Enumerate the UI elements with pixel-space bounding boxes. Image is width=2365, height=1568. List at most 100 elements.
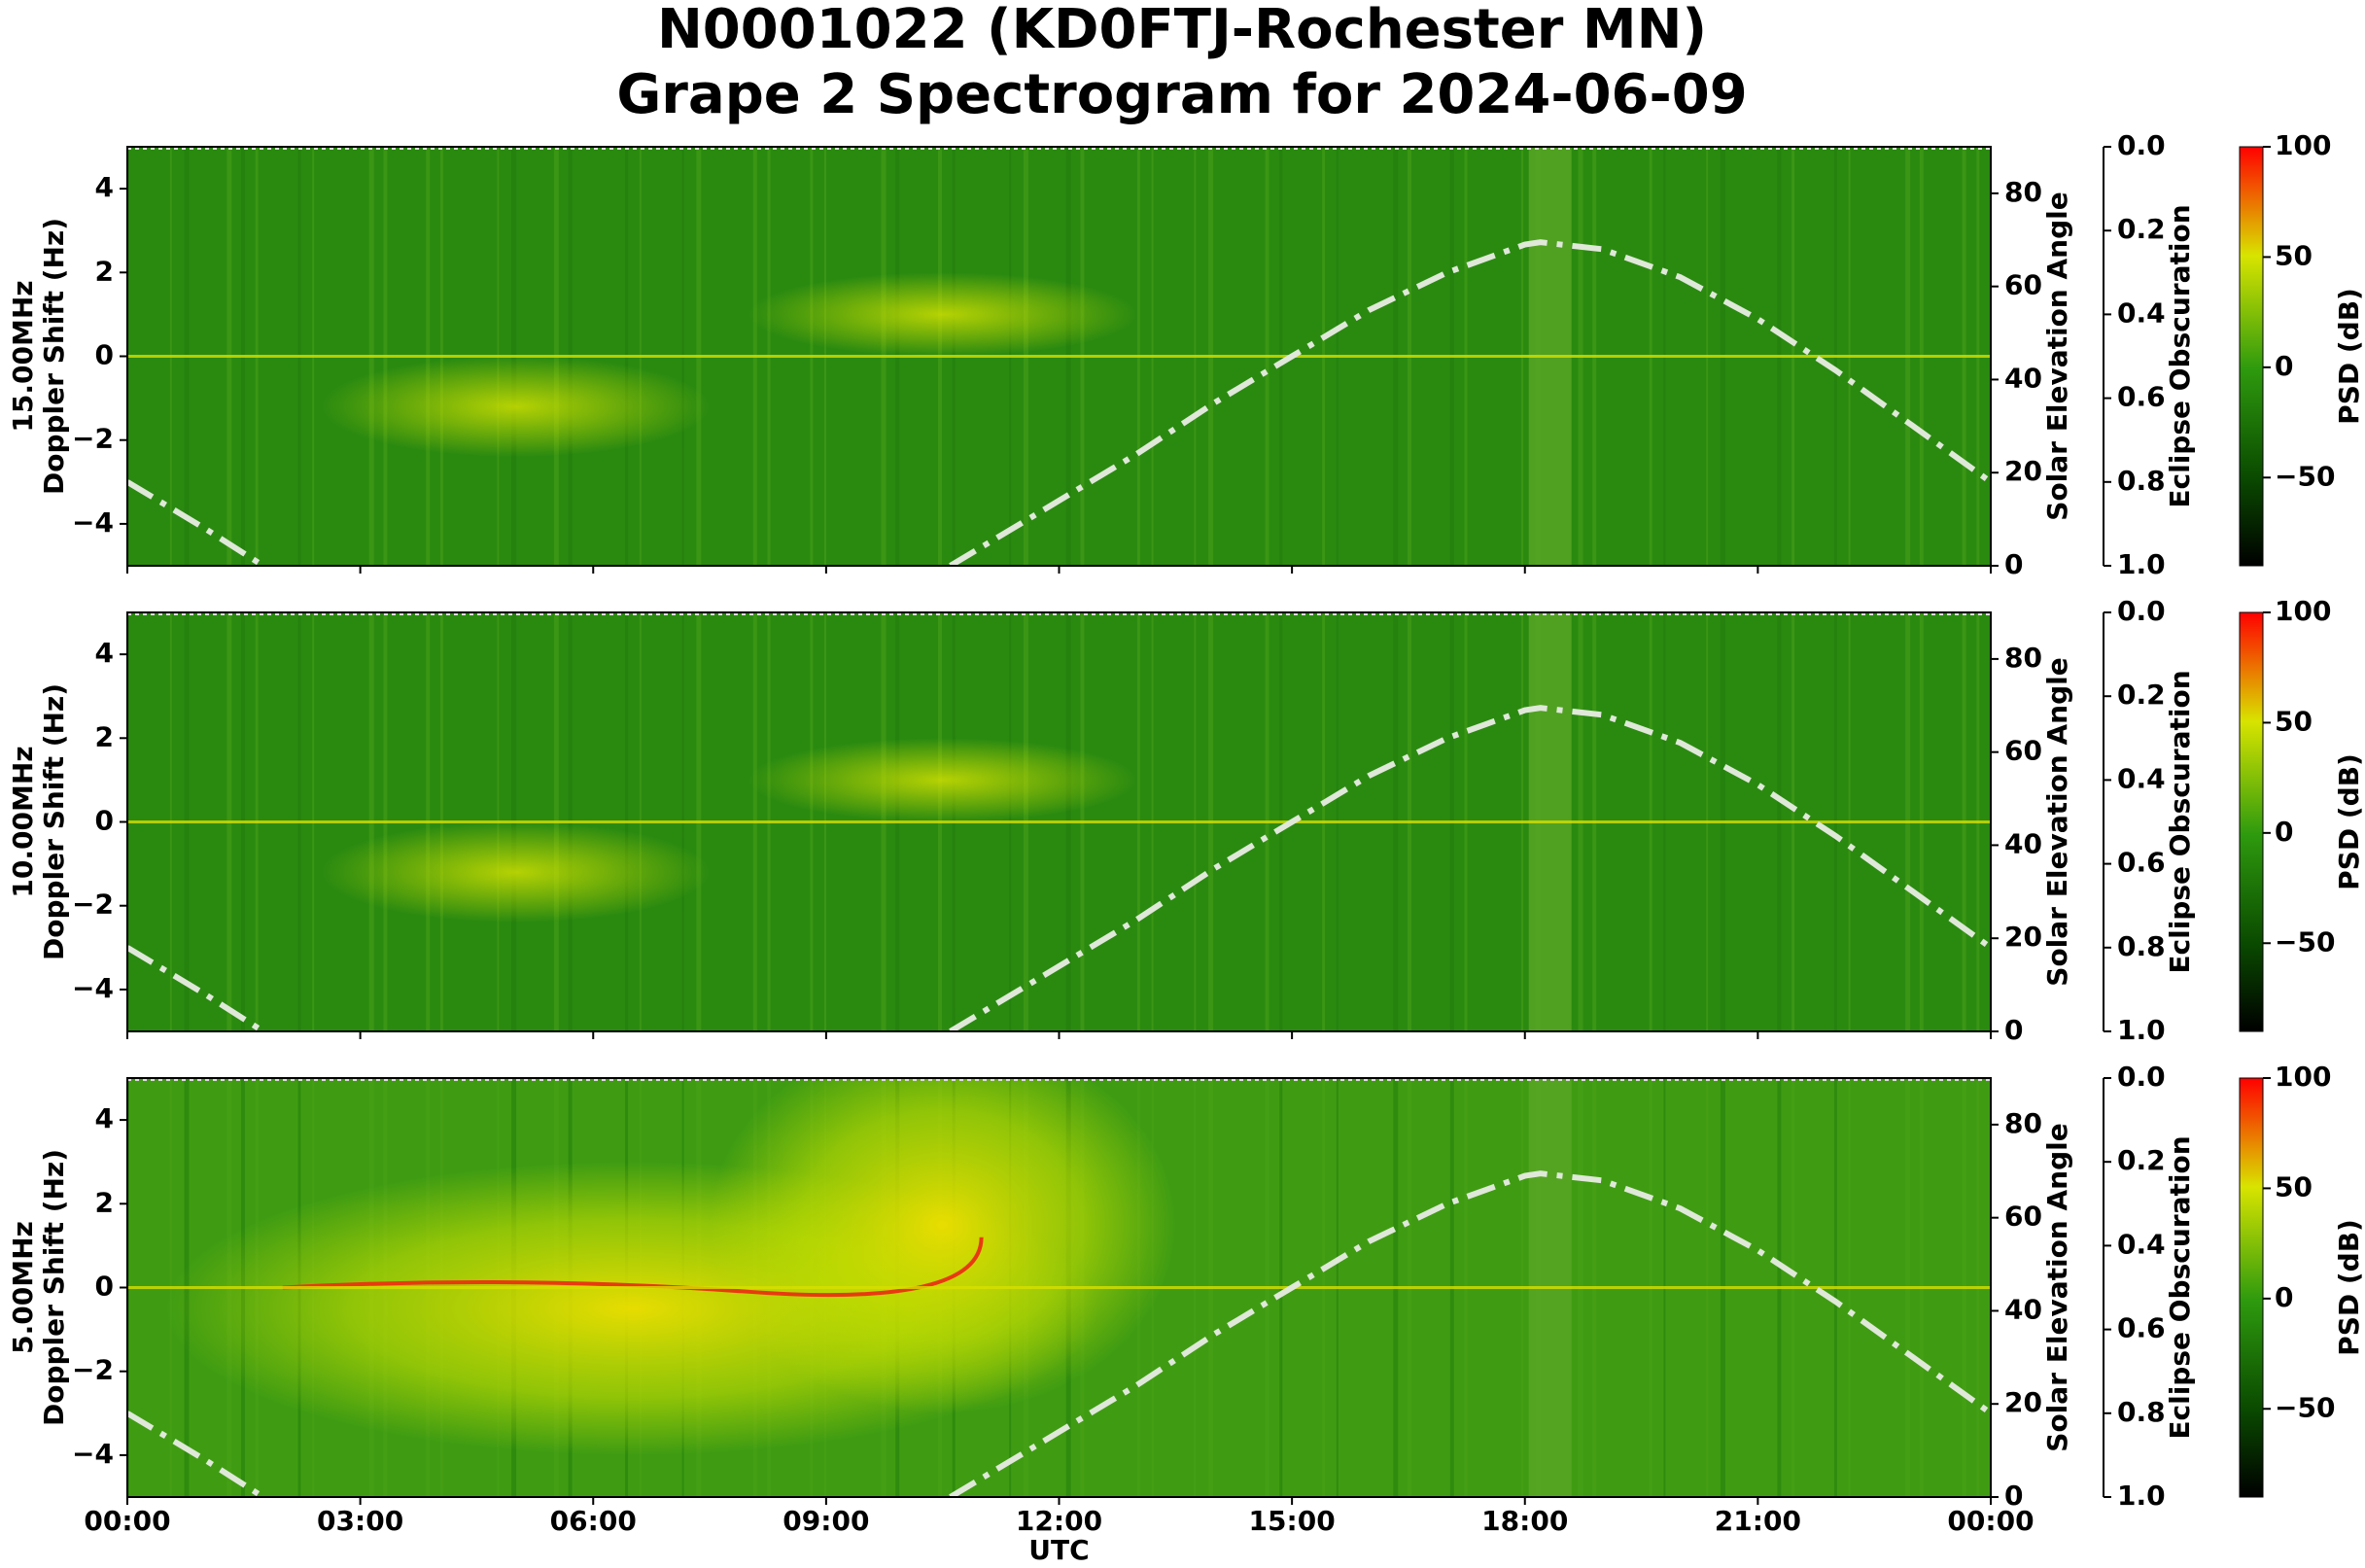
y3-tick-label: 0.0 bbox=[2117, 595, 2166, 627]
y3-tick-label: 0.6 bbox=[2117, 1312, 2166, 1344]
colorbar-tick-label: 0 bbox=[2275, 1281, 2293, 1313]
y3-tick-label: 0.4 bbox=[2117, 1228, 2166, 1260]
y3-axis-label: Eclipse Obscuration bbox=[2164, 204, 2196, 507]
colorbar-tick-label: 50 bbox=[2275, 705, 2313, 737]
colorbar-tick-label: 0 bbox=[2275, 816, 2293, 848]
y-axis-label: 5.00MHz bbox=[7, 1221, 39, 1354]
y3-tick-label: 1.0 bbox=[2117, 1014, 2166, 1046]
y3-tick-label: 0.2 bbox=[2117, 213, 2166, 245]
y2-tick-label: 60 bbox=[2004, 735, 2042, 767]
y-tick-label: 0 bbox=[95, 805, 114, 837]
solar-elevation-line bbox=[127, 1170, 1991, 1497]
colorbar-tick-label: 50 bbox=[2275, 239, 2313, 271]
y-tick-label: 0 bbox=[95, 1271, 114, 1303]
y-axis-label: 10.00MHz bbox=[7, 746, 39, 897]
y-tick-label: 4 bbox=[95, 171, 114, 203]
y2-axis-label: Solar Elevation Angle bbox=[2041, 1123, 2073, 1451]
y-tick-label: −4 bbox=[72, 1438, 114, 1470]
x-tick-label: 15:00 bbox=[1249, 1505, 1336, 1537]
x-tick-label: 00:00 bbox=[84, 1505, 170, 1537]
y2-tick-label: 0 bbox=[2004, 1014, 2023, 1046]
y-axis-label: Doppler Shift (Hz) bbox=[38, 683, 70, 960]
y3-tick-label: 0.0 bbox=[2117, 1061, 2166, 1093]
colorbar-tick-label: 0 bbox=[2275, 350, 2293, 382]
y-tick-label: 2 bbox=[95, 255, 114, 287]
y2-tick-label: 40 bbox=[2004, 827, 2042, 859]
y2-tick-label: 40 bbox=[2004, 1293, 2042, 1325]
colorbar-tick-label: 100 bbox=[2275, 129, 2331, 161]
y3-axis-label: Eclipse Obscuration bbox=[2164, 670, 2196, 973]
x-tick-label: 00:00 bbox=[1947, 1505, 2034, 1537]
colorbar bbox=[2239, 146, 2264, 567]
colorbar-label: PSD (dB) bbox=[2333, 288, 2365, 425]
y2-tick-label: 60 bbox=[2004, 269, 2042, 301]
colorbar bbox=[2239, 611, 2264, 1032]
colorbar-label: PSD (dB) bbox=[2333, 753, 2365, 890]
spectrogram-glow bbox=[321, 356, 711, 457]
spectrogram-glow bbox=[748, 272, 1137, 357]
y-axis-label: 15.00MHz bbox=[7, 280, 39, 432]
colorbar-tick-label: −50 bbox=[2275, 1391, 2335, 1423]
colorbar-tick-label: −50 bbox=[2275, 925, 2335, 958]
spectrogram-glow bbox=[710, 1078, 1176, 1413]
y2-axis-label: Solar Elevation Angle bbox=[2041, 657, 2073, 986]
y3-tick-label: 1.0 bbox=[2117, 1480, 2166, 1512]
y-tick-label: 2 bbox=[95, 720, 114, 752]
y2-tick-label: 40 bbox=[2004, 362, 2042, 394]
y2-tick-label: 0 bbox=[2004, 548, 2023, 580]
y-tick-label: 0 bbox=[95, 339, 114, 371]
y-tick-label: −4 bbox=[72, 506, 114, 539]
y3-tick-label: 0.6 bbox=[2117, 381, 2166, 413]
y-tick-label: 4 bbox=[95, 637, 114, 669]
y2-axis-label: Solar Elevation Angle bbox=[2041, 192, 2073, 520]
y-tick-label: −2 bbox=[72, 889, 114, 921]
colorbar-tick-label: 100 bbox=[2275, 595, 2331, 627]
y2-tick-label: 20 bbox=[2004, 1386, 2042, 1418]
y3-tick-label: 0.0 bbox=[2117, 129, 2166, 161]
y2-tick-label: 0 bbox=[2004, 1480, 2023, 1512]
plot-area bbox=[127, 1078, 1991, 1497]
y3-tick-label: 0.4 bbox=[2117, 296, 2166, 329]
plot-area bbox=[127, 147, 1991, 566]
colorbar-tick-label: 50 bbox=[2275, 1170, 2313, 1202]
x-axis-label: UTC bbox=[1028, 1534, 1089, 1566]
colorbar-tick-label: 100 bbox=[2275, 1061, 2331, 1093]
chart-title: N0001022 (KD0FTJ-Rochester MN) bbox=[657, 0, 1707, 61]
colorbar-tick-label: −50 bbox=[2275, 460, 2335, 492]
y3-tick-label: 0.2 bbox=[2117, 1144, 2166, 1176]
y2-tick-label: 20 bbox=[2004, 921, 2042, 953]
y3-axis-label: Eclipse Obscuration bbox=[2164, 1135, 2196, 1439]
x-tick-label: 12:00 bbox=[1016, 1505, 1102, 1537]
y2-tick-label: 60 bbox=[2004, 1201, 2042, 1233]
solar-elevation-line bbox=[127, 705, 1991, 1031]
doppler-trace bbox=[282, 1237, 984, 1298]
colorbar bbox=[2239, 1077, 2264, 1498]
x-tick-label: 06:00 bbox=[550, 1505, 637, 1537]
x-tick-label: 21:00 bbox=[1715, 1505, 1801, 1537]
y-tick-label: 2 bbox=[95, 1186, 114, 1218]
y-tick-label: −2 bbox=[72, 1354, 114, 1386]
x-tick-label: 09:00 bbox=[783, 1505, 869, 1537]
y2-tick-label: 20 bbox=[2004, 455, 2042, 487]
y3-tick-label: 0.8 bbox=[2117, 465, 2166, 497]
y-axis-label: Doppler Shift (Hz) bbox=[38, 218, 70, 495]
y3-tick-label: 0.8 bbox=[2117, 930, 2166, 962]
spectrogram-glow bbox=[321, 821, 711, 923]
y-tick-label: −4 bbox=[72, 972, 114, 1004]
plot-area bbox=[127, 612, 1991, 1031]
y2-tick-label: 80 bbox=[2004, 1107, 2042, 1139]
spectrogram-glow bbox=[748, 738, 1137, 822]
colorbar-label: PSD (dB) bbox=[2333, 1219, 2365, 1356]
x-tick-label: 03:00 bbox=[317, 1505, 403, 1537]
y2-tick-label: 80 bbox=[2004, 176, 2042, 208]
y3-tick-label: 0.8 bbox=[2117, 1396, 2166, 1428]
y3-tick-label: 0.6 bbox=[2117, 847, 2166, 879]
y2-tick-label: 80 bbox=[2004, 642, 2042, 674]
y3-tick-label: 0.2 bbox=[2117, 679, 2166, 711]
y3-tick-label: 0.4 bbox=[2117, 762, 2166, 794]
y3-tick-label: 1.0 bbox=[2117, 548, 2166, 580]
solar-elevation-line bbox=[127, 239, 1991, 566]
chart-title: Grape 2 Spectrogram for 2024-06-09 bbox=[616, 63, 1747, 126]
